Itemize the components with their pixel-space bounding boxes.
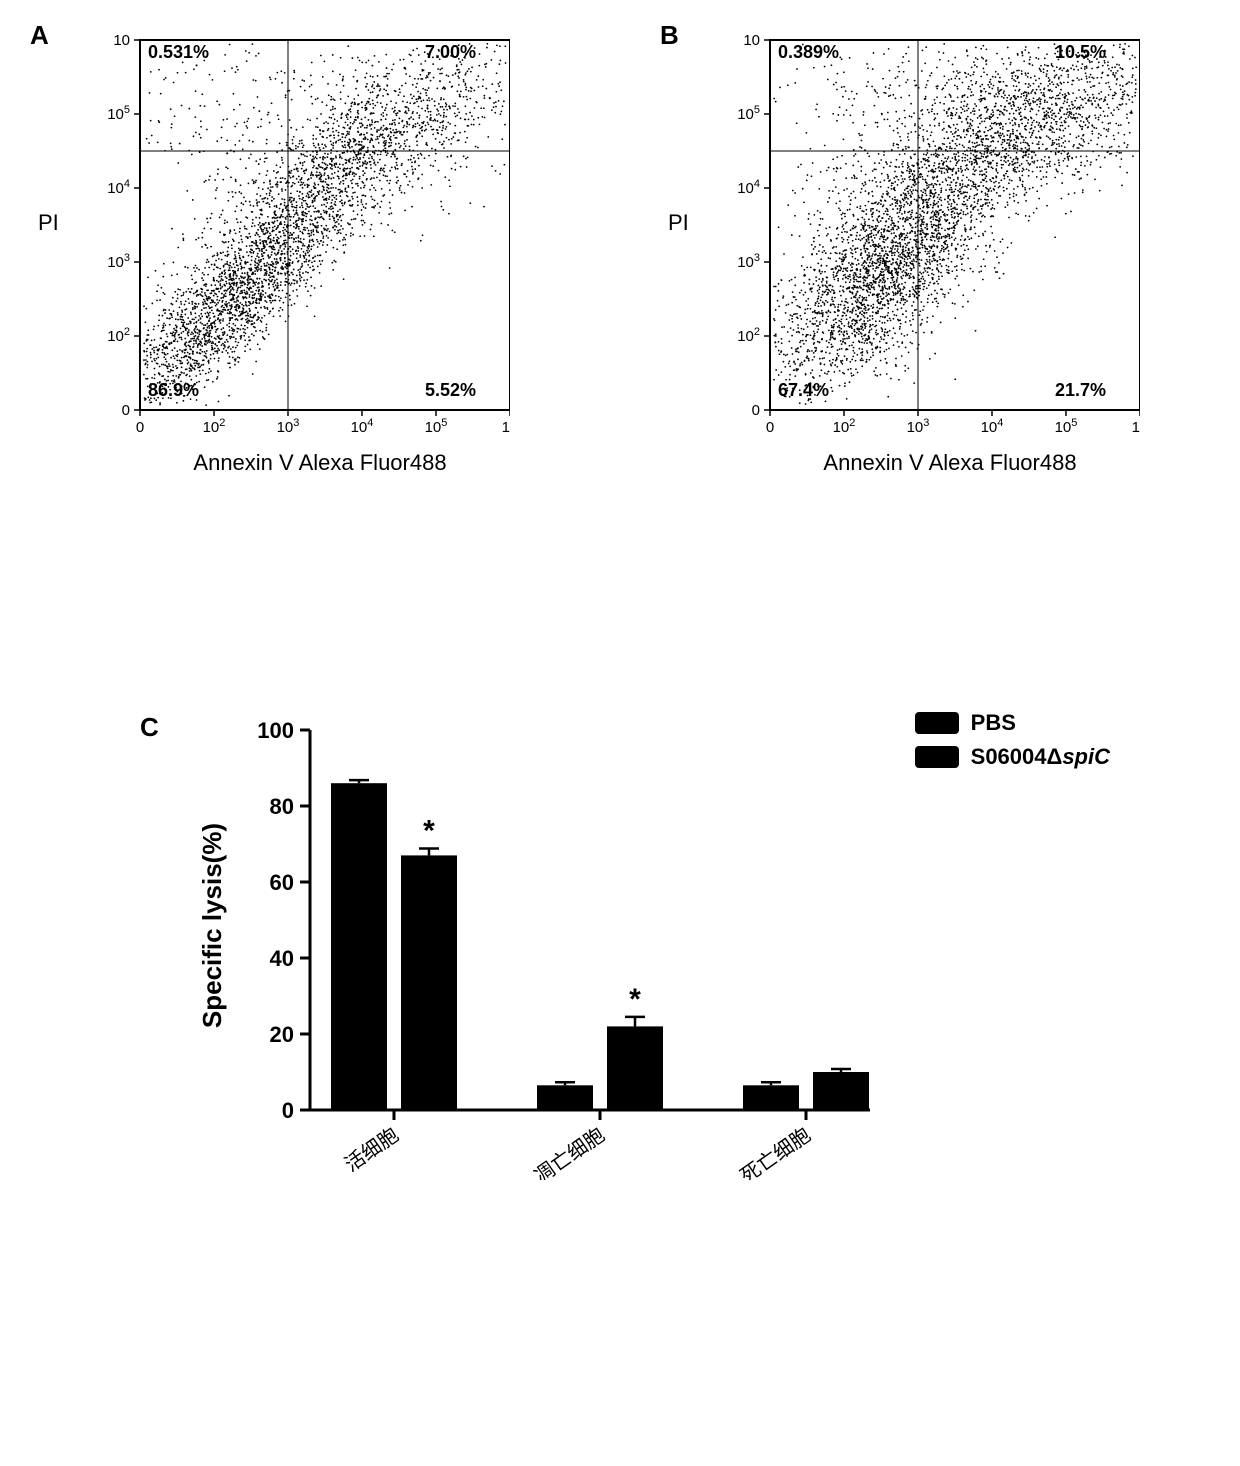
legend-item: PBS xyxy=(915,710,1110,736)
panel-a-xlabel: Annexin V Alexa Fluor488 xyxy=(160,450,480,476)
panel-a-q2: 7.00% xyxy=(425,42,476,63)
panel-b-ylabel: PI xyxy=(668,210,689,236)
figure-container: A PI 001021021031031041041051051010 0.53… xyxy=(20,20,1220,1220)
svg-text:102: 102 xyxy=(737,326,760,345)
panel-b-q1: 0.389% xyxy=(778,42,839,63)
panel-a-label: A xyxy=(30,20,49,51)
panel-c-ylabel: Specific lysis(%) xyxy=(197,823,228,1028)
svg-text:0: 0 xyxy=(136,419,144,436)
legend-swatch xyxy=(915,712,959,734)
svg-text:104: 104 xyxy=(737,178,760,197)
panel-a-q3: 86.9% xyxy=(148,380,199,401)
panel-b-label: B xyxy=(660,20,679,51)
bar-chart-c: 020406080100活细胞凋亡细胞死亡细胞** xyxy=(240,700,920,1180)
panel-b-xlabel: Annexin V Alexa Fluor488 xyxy=(790,450,1110,476)
svg-text:10: 10 xyxy=(502,419,510,436)
legend-label: S06004ΔspiC xyxy=(971,744,1110,770)
legend-swatch xyxy=(915,746,959,768)
panel-b-q4: 21.7% xyxy=(1055,380,1106,401)
top-row: A PI 001021021031031041041051051010 0.53… xyxy=(30,20,1220,500)
svg-text:102: 102 xyxy=(203,417,226,436)
svg-text:103: 103 xyxy=(107,252,130,271)
svg-text:0: 0 xyxy=(752,402,760,419)
bar-panel-c: C Specific lysis(%) 020406080100活细胞凋亡细胞死… xyxy=(140,700,1140,1220)
svg-text:0: 0 xyxy=(766,419,774,436)
legend: PBS S06004ΔspiC xyxy=(915,710,1110,778)
panel-a-q1: 0.531% xyxy=(148,42,209,63)
svg-text:105: 105 xyxy=(1055,417,1078,436)
scatter-panel-b: B PI 00 102 102 103 103 104 104 105 105 10 10 0.38… xyxy=(660,20,1180,500)
svg-text:10: 10 xyxy=(113,32,130,49)
legend-item: S06004ΔspiC xyxy=(915,744,1110,770)
panel-a-ylabel: PI xyxy=(38,210,59,236)
legend-label: PBS xyxy=(971,710,1016,736)
svg-text:102: 102 xyxy=(833,417,856,436)
svg-text:105: 105 xyxy=(737,104,760,123)
svg-text:103: 103 xyxy=(277,417,300,436)
svg-text:102: 102 xyxy=(107,326,130,345)
svg-text:10: 10 xyxy=(743,32,760,49)
panel-a-q4: 5.52% xyxy=(425,380,476,401)
svg-text:10: 10 xyxy=(1132,419,1140,436)
svg-text:104: 104 xyxy=(351,417,374,436)
panel-c-label: C xyxy=(140,712,159,743)
panel-b-q3: 67.4% xyxy=(778,380,829,401)
svg-text:104: 104 xyxy=(107,178,130,197)
svg-text:103: 103 xyxy=(737,252,760,271)
panel-b-q2: 10.5% xyxy=(1055,42,1106,63)
svg-text:105: 105 xyxy=(107,104,130,123)
svg-text:103: 103 xyxy=(907,417,930,436)
scatter-panel-a: A PI 00 102 102 103 103 104 104 105 105 10 10 0.53… xyxy=(30,20,550,500)
svg-text:105: 105 xyxy=(425,417,448,436)
svg-text:104: 104 xyxy=(981,417,1004,436)
svg-text:0: 0 xyxy=(122,402,130,419)
